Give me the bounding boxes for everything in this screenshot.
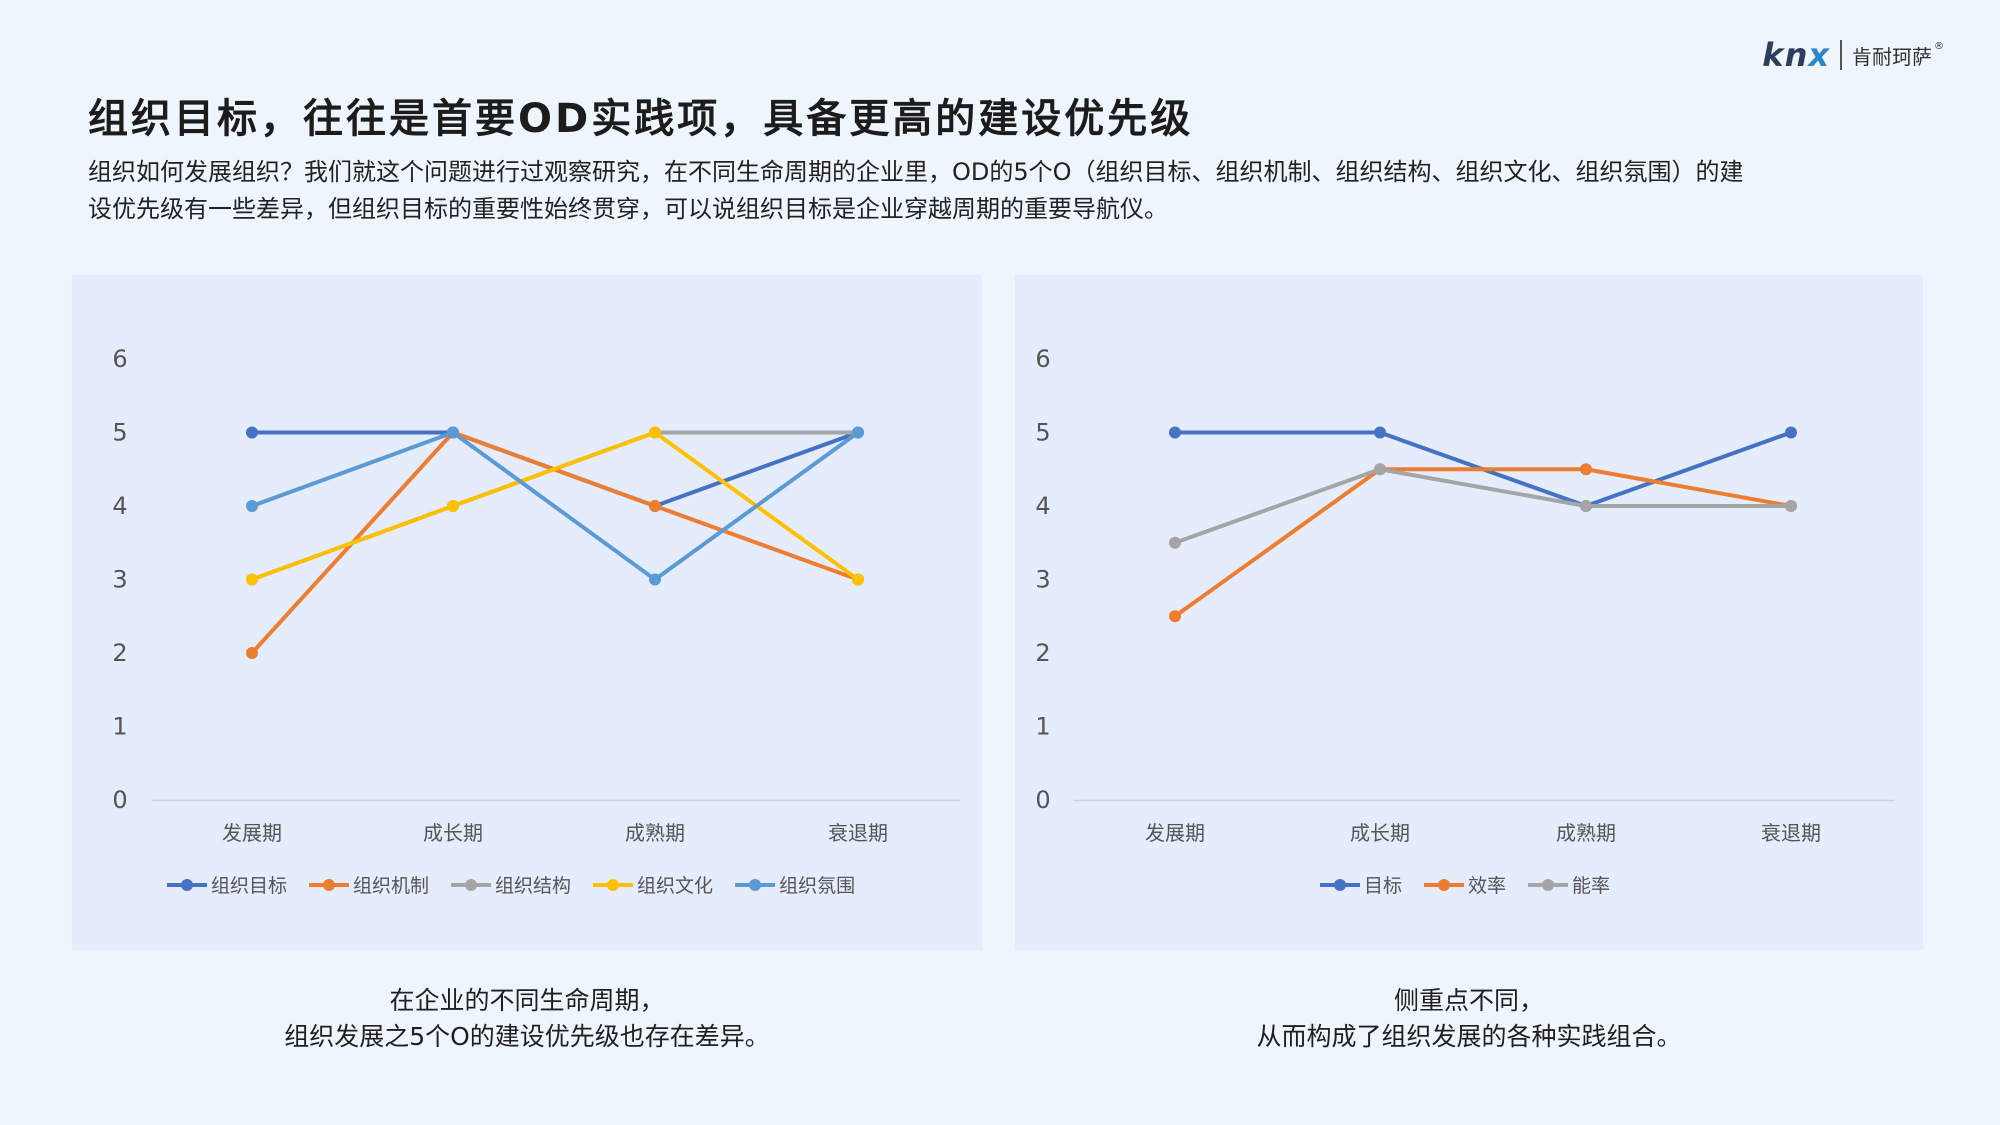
legend-item: 组织目标 xyxy=(167,875,287,897)
data-point xyxy=(1580,500,1592,512)
series-line-2 xyxy=(1173,467,1793,619)
legend-label: 能率 xyxy=(1572,875,1610,897)
data-point xyxy=(852,426,864,439)
legend-label: 组织氛围 xyxy=(779,875,855,897)
caption-left-line2: 组织发展之5个O的建设优先级也存在差异。 xyxy=(284,1022,770,1051)
page-description: 组织如何发展组织？我们就这个问题进行过观察研究，在不同生命周期的企业里，OD的5… xyxy=(88,158,1744,223)
data-point xyxy=(649,426,661,439)
data-point xyxy=(447,500,459,512)
y-tick-label: 6 xyxy=(1035,345,1050,373)
x-category-label: 发展期 xyxy=(222,821,282,845)
x-category-label: 成熟期 xyxy=(1556,821,1616,845)
series-line-5 xyxy=(250,430,860,582)
y-tick-label: 3 xyxy=(112,566,127,594)
data-point xyxy=(649,500,661,512)
legend-item: 组织氛围 xyxy=(735,875,855,897)
y-tick-label: 2 xyxy=(112,639,127,667)
logo-company-name: 肯耐珂萨 ® xyxy=(1852,40,1944,69)
page-title: 组织目标，往往是首要OD实践项，具备更高的建设优先级 xyxy=(88,96,1194,142)
caption-left-line1: 在企业的不同生命周期， xyxy=(389,986,665,1015)
legend-item: 能率 xyxy=(1528,875,1610,897)
data-point xyxy=(246,500,258,512)
legend-marker xyxy=(1334,879,1346,891)
legend-marker xyxy=(181,879,193,891)
legend-label: 效率 xyxy=(1468,875,1506,897)
caption-right-line1: 侧重点不同， xyxy=(1393,986,1544,1015)
legend-marker xyxy=(1438,879,1451,891)
y-tick-label: 4 xyxy=(1035,492,1050,520)
legend-item: 组织结构 xyxy=(451,875,571,897)
legend-marker xyxy=(749,879,762,891)
y-tick-label: 0 xyxy=(1035,786,1050,814)
data-point xyxy=(1169,426,1181,439)
logo-divider xyxy=(1840,40,1842,70)
legend-label: 目标 xyxy=(1364,875,1402,897)
x-category-label: 衰退期 xyxy=(828,821,888,845)
data-point xyxy=(852,573,864,586)
data-point xyxy=(1785,500,1797,512)
y-tick-label: 2 xyxy=(1035,639,1050,667)
series-line-3 xyxy=(1173,467,1793,545)
y-tick-label: 0 xyxy=(112,786,127,814)
y-tick-label: 5 xyxy=(1035,419,1050,447)
legend-marker xyxy=(1542,879,1555,891)
data-point xyxy=(246,647,258,659)
chart-panel-right: 0 1 2 3 4 5 6 发展期 成长期 成熟期 衰退期目标 效率 能率 xyxy=(1015,275,1923,950)
data-point xyxy=(649,573,661,586)
x-category-label: 成熟期 xyxy=(625,821,685,845)
x-category-label: 成长期 xyxy=(1350,821,1410,845)
y-tick-label: 3 xyxy=(1035,566,1050,594)
legend-marker xyxy=(323,879,336,891)
data-point xyxy=(1580,463,1592,476)
data-point xyxy=(246,573,258,586)
x-category-label: 衰退期 xyxy=(1761,821,1821,845)
logo-wordmark: knx xyxy=(1762,36,1830,74)
chart-panel-left: 0 1 2 3 4 5 6 发展期 成长期 成熟期 衰退期组织目标 组织机制 组织结构 组织文化 组织氛围 xyxy=(72,275,982,950)
legend-item: 目标 xyxy=(1320,875,1402,897)
y-tick-label: 1 xyxy=(1035,713,1050,741)
data-point xyxy=(1169,536,1181,549)
caption-right: 侧重点不同， 从而构成了组织发展的各种实践组合。 xyxy=(1015,983,1923,1055)
legend-label: 组织目标 xyxy=(211,875,287,897)
legend-item: 组织机制 xyxy=(309,875,429,897)
legend-item: 组织文化 xyxy=(593,875,713,897)
y-tick-label: 4 xyxy=(112,492,127,520)
data-point xyxy=(1169,610,1181,623)
legend-label: 组织机制 xyxy=(353,875,429,897)
x-category-label: 成长期 xyxy=(423,821,483,845)
legend-item: 效率 xyxy=(1424,875,1506,897)
data-point xyxy=(246,426,258,439)
legend-label: 组织结构 xyxy=(495,875,571,897)
data-point xyxy=(1374,463,1386,476)
data-point xyxy=(447,426,459,439)
y-tick-label: 6 xyxy=(112,345,127,373)
legend-label: 组织文化 xyxy=(637,875,713,897)
x-category-label: 发展期 xyxy=(1145,821,1205,845)
caption-right-line2: 从而构成了组织发展的各种实践组合。 xyxy=(1256,1022,1682,1051)
brand-logo: knx 肯耐珂萨 ® xyxy=(1762,36,1944,74)
data-point xyxy=(1374,426,1386,439)
y-tick-label: 5 xyxy=(112,419,127,447)
caption-left: 在企业的不同生命周期， 组织发展之5个O的建设优先级也存在差异。 xyxy=(72,983,982,1055)
data-point xyxy=(1785,426,1797,439)
legend-marker xyxy=(465,879,478,891)
y-tick-label: 1 xyxy=(112,713,127,741)
legend-marker xyxy=(607,879,620,891)
